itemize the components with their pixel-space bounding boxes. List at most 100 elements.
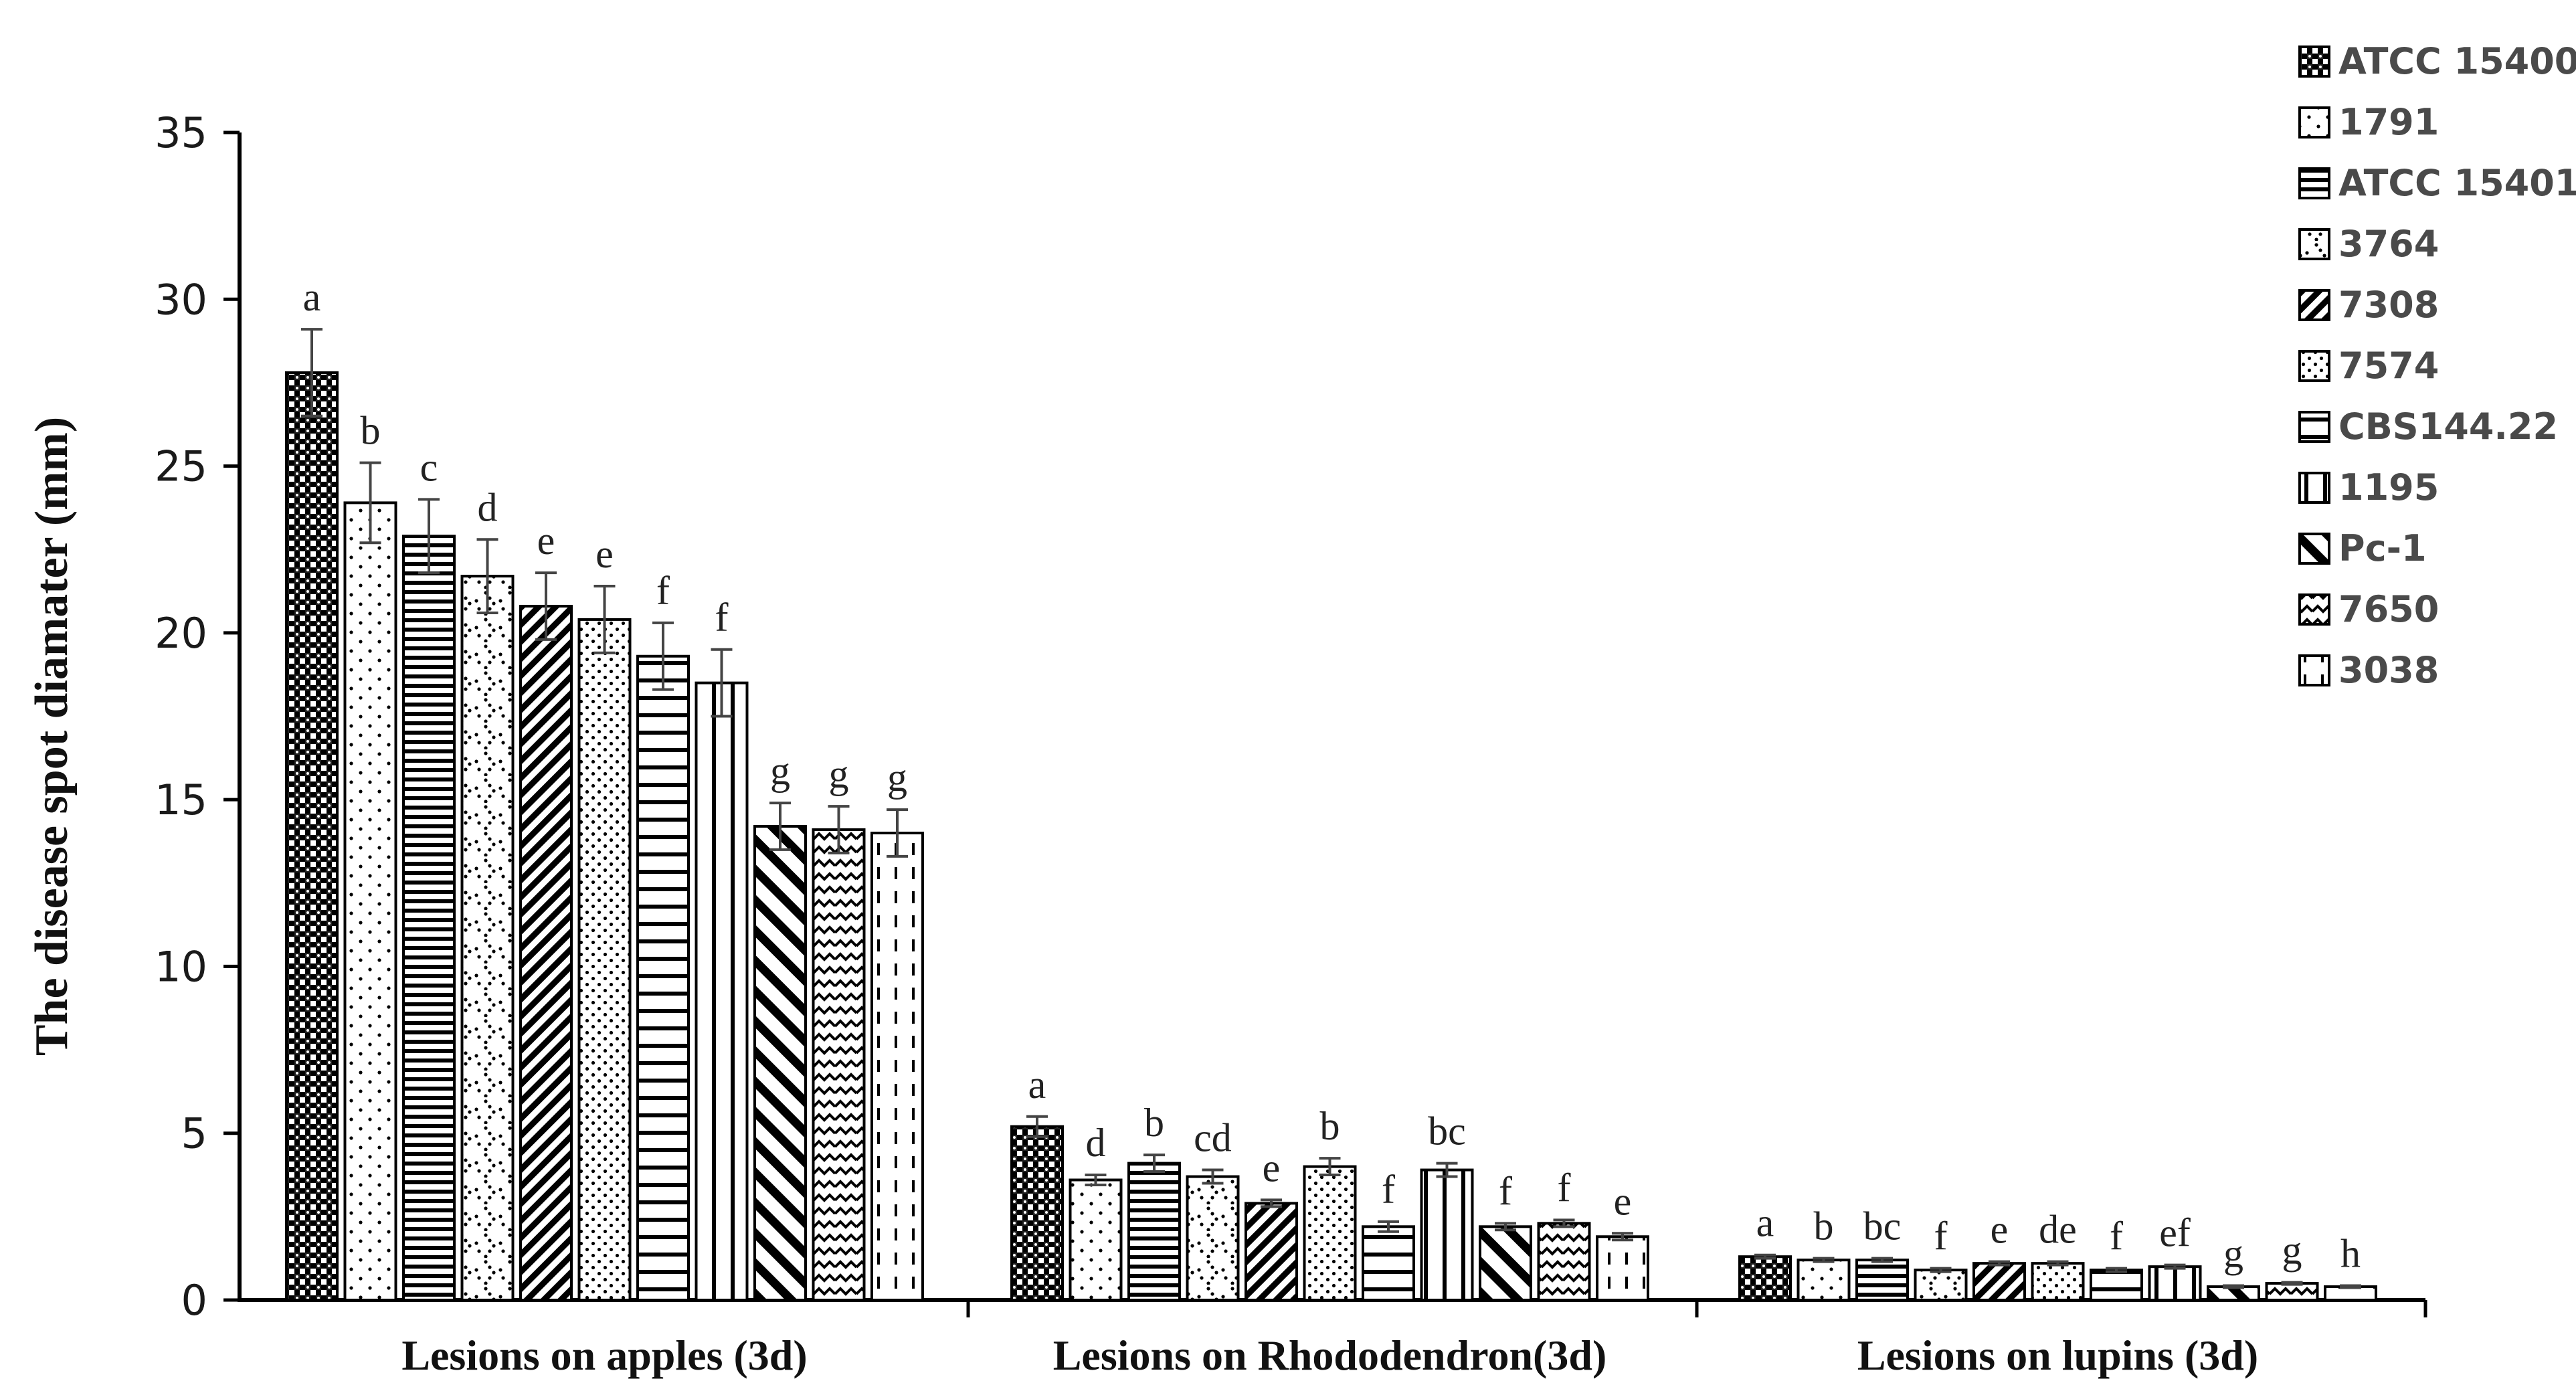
legend-swatch xyxy=(2298,167,2330,199)
significance-letter: f xyxy=(656,569,670,613)
bar-1195-3 xyxy=(2148,1265,2202,1301)
category-label: Lesions on apples (3d) xyxy=(401,1331,807,1379)
bar-3764-1 xyxy=(460,575,515,1301)
significance-letter: e xyxy=(1263,1145,1281,1190)
bar-atcc-15401-3 xyxy=(1855,1259,1909,1301)
legend-swatch xyxy=(2298,45,2330,78)
bar-pc-1-1 xyxy=(753,825,807,1301)
bar-cbs144-22-1 xyxy=(636,654,690,1301)
bar-cbs144-22-3 xyxy=(2090,1269,2143,1301)
x-axis-ticks xyxy=(966,1300,2427,1317)
significance-letter: h xyxy=(2340,1232,2361,1276)
significance-letter: b xyxy=(1320,1104,1340,1148)
bar-7308-3 xyxy=(1972,1262,2026,1301)
bar-1195-2 xyxy=(1420,1168,1474,1301)
category-label: Lesions on lupins (3d) xyxy=(1857,1331,2258,1379)
legend-swatch xyxy=(2298,593,2330,626)
bar-7650-2 xyxy=(1537,1222,1591,1302)
legend-swatch xyxy=(2298,472,2330,504)
significance-letter: ef xyxy=(2159,1211,2191,1255)
legend-label: 3038 xyxy=(2338,649,2439,691)
bar-3764-2 xyxy=(1186,1175,1240,1301)
significance-letter: f xyxy=(1382,1168,1395,1212)
bar-7650-1 xyxy=(812,828,866,1301)
legend-label: Pc-1 xyxy=(2338,527,2427,569)
legend-swatch xyxy=(2298,654,2330,686)
bar-7650-3 xyxy=(2265,1282,2319,1301)
bar-7308-2 xyxy=(1245,1202,1298,1302)
significance-letter: f xyxy=(715,595,729,640)
legend-label: 3764 xyxy=(2338,223,2439,265)
y-tick-label: 10 xyxy=(155,942,207,991)
significance-letter: d xyxy=(1086,1121,1106,1165)
legend-swatch xyxy=(2298,411,2330,443)
y-axis-ticks: 0 5 10 15 20 25 30 35 xyxy=(155,108,240,1325)
y-axis-label: The disease spot diamater (mm) xyxy=(26,417,78,1056)
significance-letter: bc xyxy=(1863,1204,1902,1249)
bar-pc-1-2 xyxy=(1479,1225,1532,1302)
legend-label: ATCC 15400 xyxy=(2338,40,2576,82)
legend-label: 1791 xyxy=(2338,101,2439,143)
significance-letter: g xyxy=(829,752,849,796)
legend-swatch xyxy=(2298,228,2330,260)
legend-label: 1195 xyxy=(2338,466,2439,509)
error-bars xyxy=(301,328,2361,1289)
bar-7574-1 xyxy=(577,618,632,1301)
significance-letter: cd xyxy=(1194,1116,1232,1160)
significance-letter: d xyxy=(478,485,498,529)
significance-letter: b xyxy=(1144,1101,1164,1145)
bar-3764-3 xyxy=(1914,1269,1968,1301)
bar-7308-1 xyxy=(519,604,573,1301)
significance-letter: e xyxy=(537,519,555,563)
category-labels: Lesions on apples (3d) Lesions on Rhodode… xyxy=(401,1331,2258,1379)
significance-letter: f xyxy=(1558,1166,1571,1210)
legend-swatch xyxy=(2298,350,2330,382)
bar-atcc-15401-1 xyxy=(402,535,456,1301)
significance-letter: b xyxy=(1814,1204,1834,1249)
significance-letter: bc xyxy=(1428,1109,1466,1153)
y-tick-label: 30 xyxy=(155,275,207,324)
legend-label: ATCC 15401 xyxy=(2338,162,2576,204)
bar-cbs144-22-2 xyxy=(1362,1225,1415,1302)
significance-letter: g xyxy=(2223,1232,2243,1276)
significance-letter: e xyxy=(1614,1179,1632,1223)
significance-letter: a xyxy=(1756,1201,1774,1245)
legend-swatch xyxy=(2298,533,2330,565)
legend-label: CBS144.22 xyxy=(2338,405,2558,448)
bar-atcc-15400-3 xyxy=(1738,1255,1792,1301)
bar-7574-3 xyxy=(2031,1262,2085,1301)
significance-letter: a xyxy=(1028,1063,1046,1107)
legend-label: 7650 xyxy=(2338,588,2439,630)
bar-3038-1 xyxy=(870,832,924,1301)
legend-label: 7574 xyxy=(2338,345,2439,387)
bar-atcc-15400-1 xyxy=(285,371,339,1301)
y-tick-label: 0 xyxy=(181,1276,207,1325)
significance-letter: g xyxy=(887,755,907,800)
significance-letter: c xyxy=(420,445,438,489)
significance-letter: de xyxy=(2039,1208,2077,1252)
bar-atcc-15400-2 xyxy=(1010,1125,1064,1301)
legend-swatch xyxy=(2298,289,2330,321)
significance-letter: e xyxy=(1991,1208,2009,1252)
significance-letter: e xyxy=(595,532,614,576)
category-label: Lesions on Rhododendron(3d) xyxy=(1053,1331,1607,1379)
significance-letter: f xyxy=(1934,1214,1948,1259)
bar-7574-2 xyxy=(1303,1165,1357,1301)
bar-3038-2 xyxy=(1596,1235,1649,1302)
bar-1791-2 xyxy=(1069,1178,1123,1301)
bar-1791-3 xyxy=(1797,1259,1851,1301)
significance-letter: f xyxy=(2110,1214,2123,1259)
bar-atcc-15401-2 xyxy=(1127,1162,1181,1301)
legend-label: 7308 xyxy=(2338,284,2439,326)
bars xyxy=(285,371,2377,1302)
bar-1791-1 xyxy=(343,501,397,1301)
y-tick-label: 20 xyxy=(155,609,207,658)
legend-swatch xyxy=(2298,106,2330,138)
legend: ATCC 15400 1791 ATCC 15401 3764 7308 7574 CBS1… xyxy=(2298,40,2576,691)
significance-letter: g xyxy=(2282,1228,2302,1273)
significance-letter: f xyxy=(1499,1169,1512,1213)
y-tick-label: 25 xyxy=(155,442,207,491)
significance-letter: g xyxy=(770,749,790,793)
